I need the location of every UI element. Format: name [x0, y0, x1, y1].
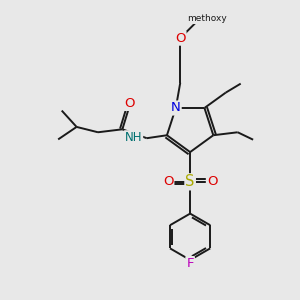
Text: N: N [171, 101, 181, 115]
Text: O: O [163, 175, 173, 188]
Text: NH: NH [125, 131, 142, 144]
Text: methoxy: methoxy [187, 14, 227, 23]
Text: F: F [186, 257, 194, 270]
Text: O: O [124, 97, 135, 110]
Text: O: O [207, 175, 217, 188]
Text: S: S [185, 174, 195, 189]
Text: O: O [175, 32, 185, 45]
